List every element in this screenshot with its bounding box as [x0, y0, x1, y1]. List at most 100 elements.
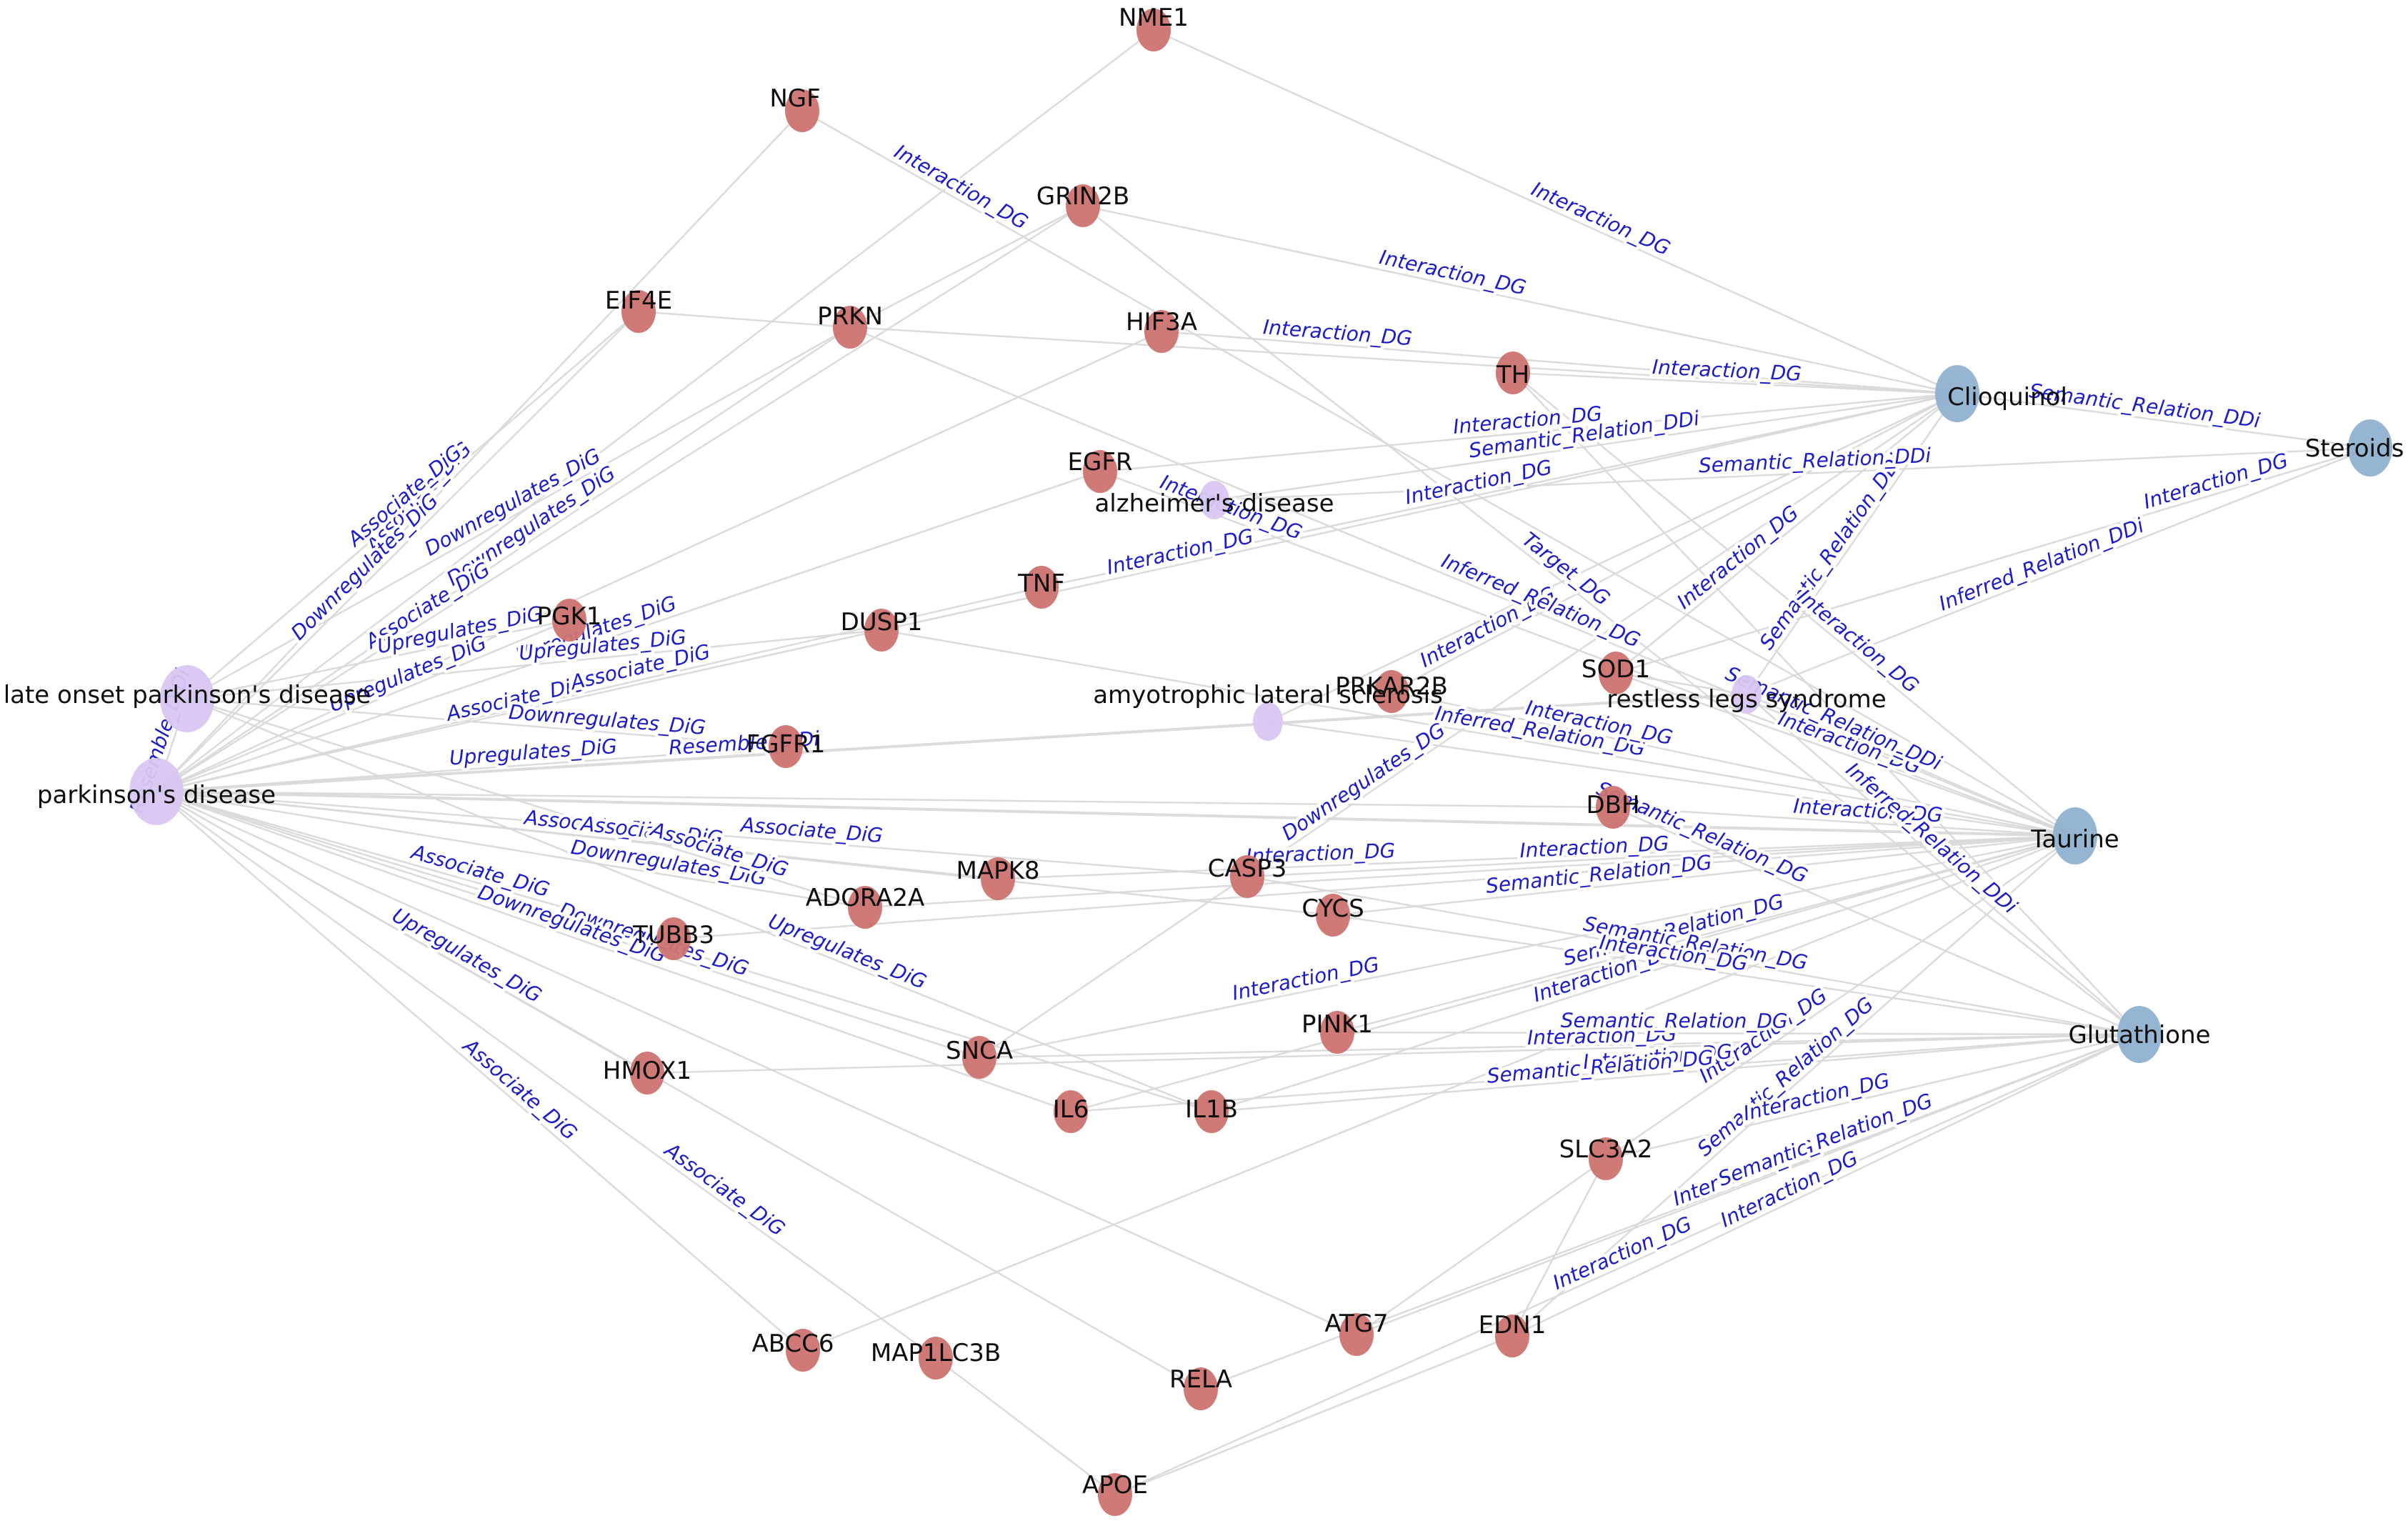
edge-cycs-taurine — [1332, 834, 2076, 917]
edge-pd-dusp1 — [156, 629, 882, 793]
node-als[interactable] — [1253, 702, 1283, 741]
node-steroids[interactable] — [2348, 419, 2392, 477]
edge-pd-map1lc3b — [156, 790, 936, 1360]
edge-label-snca-taurine: Interaction_DG — [1230, 952, 1382, 1005]
node-glutathione[interactable] — [2117, 1006, 2162, 1063]
node-casp3[interactable] — [1230, 855, 1264, 898]
node-label-prkn: PRKN — [817, 302, 883, 331]
node-apoe[interactable] — [1098, 1473, 1132, 1516]
edge-pd-rls — [156, 693, 1747, 793]
edge-dbh-glutathione — [1612, 806, 2140, 1036]
node-nme1[interactable] — [1136, 9, 1171, 51]
node-label-prkar2b: PRKAR2B — [1335, 672, 1448, 701]
edge-pd-snca — [156, 790, 980, 1059]
edge-sod1-taurine — [1615, 672, 2076, 837]
edge-eif4e-prkn — [638, 310, 851, 329]
edge-label-nme1-clioquinol: Interaction_DG — [1528, 177, 1674, 260]
edge-th-clioquinol — [1512, 371, 1958, 395]
node-label-pgk1: PGK1 — [537, 602, 602, 631]
node-label-lopd: late onset parkinson's disease — [4, 681, 371, 709]
node-label-rela: RELA — [1169, 1365, 1232, 1394]
edge-pd-grin2b — [156, 204, 1084, 793]
node-rls[interactable] — [1732, 675, 1762, 714]
edge-prkn-clioquinol — [849, 326, 1958, 395]
edge-prkar2b-taurine — [1391, 690, 2076, 837]
edge-slc3a2-glutathione — [1605, 1033, 2140, 1160]
edge-il6-glutathione — [1070, 1033, 2140, 1113]
node-label-als: amyotrophic lateral sclerosis — [1093, 681, 1443, 709]
node-clioquinol[interactable] — [1935, 365, 1979, 422]
node-prkn[interactable] — [833, 306, 867, 349]
node-th[interactable] — [1496, 351, 1530, 394]
edge-hmox1-glutathione — [646, 1033, 2140, 1074]
node-sod1[interactable] — [1599, 652, 1633, 694]
edge-edn1-glutathione — [1512, 1033, 2140, 1337]
edge-rls-glutathione — [1746, 694, 2140, 1035]
node-taurine[interactable] — [2053, 807, 2097, 864]
edge-rls-taurine — [1746, 693, 2076, 837]
node-tnf[interactable] — [1024, 566, 1059, 609]
node-hif3a[interactable] — [1144, 310, 1179, 353]
node-adora2a[interactable] — [848, 886, 882, 929]
node-grin2b[interactable] — [1066, 184, 1100, 227]
edge-pd-il6 — [156, 790, 1071, 1113]
node-ngf[interactable] — [785, 89, 819, 132]
edge-mapk8-taurine — [997, 834, 2076, 880]
node-mapk8[interactable] — [981, 857, 1015, 900]
node-tubb3[interactable] — [656, 917, 691, 960]
edge-grin2b-glutathione — [1082, 205, 2140, 1035]
node-label-edn1: EDN1 — [1479, 1311, 1547, 1340]
node-lopd[interactable] — [160, 665, 214, 732]
node-eif4e[interactable] — [621, 290, 656, 333]
node-snca[interactable] — [962, 1036, 996, 1079]
edge-rls-clioquinol — [1745, 393, 1959, 695]
edge-sod1-clioquinol — [1615, 393, 1958, 674]
node-prkar2b[interactable] — [1374, 670, 1409, 713]
edge-steroids-rls — [1746, 447, 2371, 696]
node-il1b[interactable] — [1194, 1090, 1229, 1133]
edge-pd-atg7 — [156, 790, 1357, 1336]
edge-th-glutathione — [1512, 372, 2140, 1035]
node-map1lc3b[interactable] — [919, 1337, 953, 1380]
edge-dusp1-taurine — [881, 629, 2076, 837]
node-il6[interactable] — [1054, 1090, 1088, 1133]
edge-lopd-pgk1 — [186, 619, 570, 700]
node-pd[interactable] — [129, 758, 184, 825]
edge-pd-ngf — [156, 110, 803, 792]
edge-dbh-taurine — [1612, 806, 2076, 837]
node-rela[interactable] — [1184, 1367, 1218, 1410]
edge-lopd-adora2a — [186, 697, 866, 909]
node-pink1[interactable] — [1320, 1011, 1354, 1054]
node-atg7[interactable] — [1339, 1313, 1374, 1356]
edge-als-taurine — [1267, 720, 2076, 837]
node-dusp1[interactable] — [864, 609, 899, 652]
node-label-hif3a: HIF3A — [1126, 308, 1197, 336]
node-label-tubb3: TUBB3 — [632, 921, 714, 949]
edge-alz-steroids — [1214, 447, 2371, 502]
edge-snca-glutathione — [979, 1033, 2140, 1059]
node-fgfr1[interactable] — [769, 725, 803, 768]
node-label-dusp1: DUSP1 — [841, 608, 923, 637]
edge-edn1-taurine — [1512, 835, 2076, 1337]
node-alz[interactable] — [1199, 481, 1229, 519]
edge-pd-dbh — [156, 790, 1614, 809]
edge-il1b-taurine — [1211, 834, 2076, 1113]
edge-atg7-slc3a2 — [1356, 1157, 1607, 1336]
node-egfr[interactable] — [1083, 450, 1117, 493]
edge-edn1-slc3a2 — [1511, 1158, 1607, 1337]
node-cycs[interactable] — [1316, 894, 1350, 937]
node-label-abcc6: ABCC6 — [751, 1330, 834, 1358]
node-dbh[interactable] — [1596, 786, 1630, 829]
edge-pink1-glutathione — [1337, 1031, 2140, 1036]
node-label-steroids: Steroids — [2305, 434, 2404, 463]
node-slc3a2[interactable] — [1589, 1137, 1623, 1180]
edge-label-ngf-taurine: Interaction_DG — [890, 139, 1031, 234]
edge-nme1-clioquinol — [1153, 29, 1958, 395]
node-labels-layer: NME1 NGF GRIN2B EIF4E PRKN HIF3A TH EGFR TNF PGK1… — [4, 4, 2404, 1500]
node-hmox1[interactable] — [630, 1052, 664, 1094]
node-abcc6[interactable] — [786, 1329, 820, 1372]
edge-hif3a-clioquinol — [1161, 330, 1958, 395]
node-edn1[interactable] — [1495, 1315, 1529, 1357]
node-pgk1[interactable] — [552, 599, 586, 642]
